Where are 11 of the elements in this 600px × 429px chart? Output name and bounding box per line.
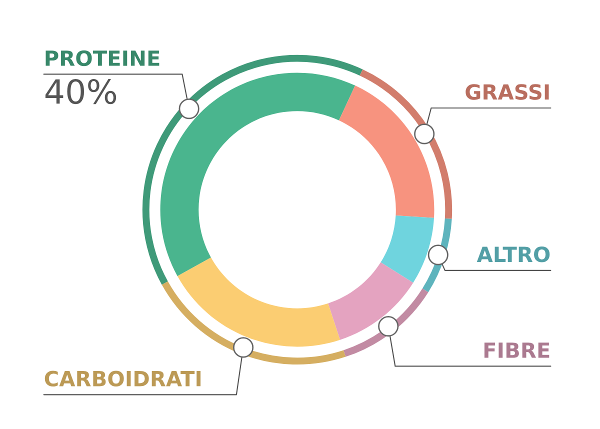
donut-slice [328, 262, 414, 340]
slice-label: ALTRO [476, 246, 550, 262]
slice-label: FIBRE [484, 342, 550, 358]
data-label: 40% [45, 78, 116, 104]
donut-slice [160, 72, 356, 276]
donut-slice [338, 86, 434, 218]
donut-slice [177, 258, 340, 347]
donut-slice [380, 216, 434, 283]
slice-label: GRASSI [466, 84, 549, 100]
slice-label: PROTEINE [46, 50, 160, 66]
slice-label: CARBOIDRATI [44, 370, 201, 386]
